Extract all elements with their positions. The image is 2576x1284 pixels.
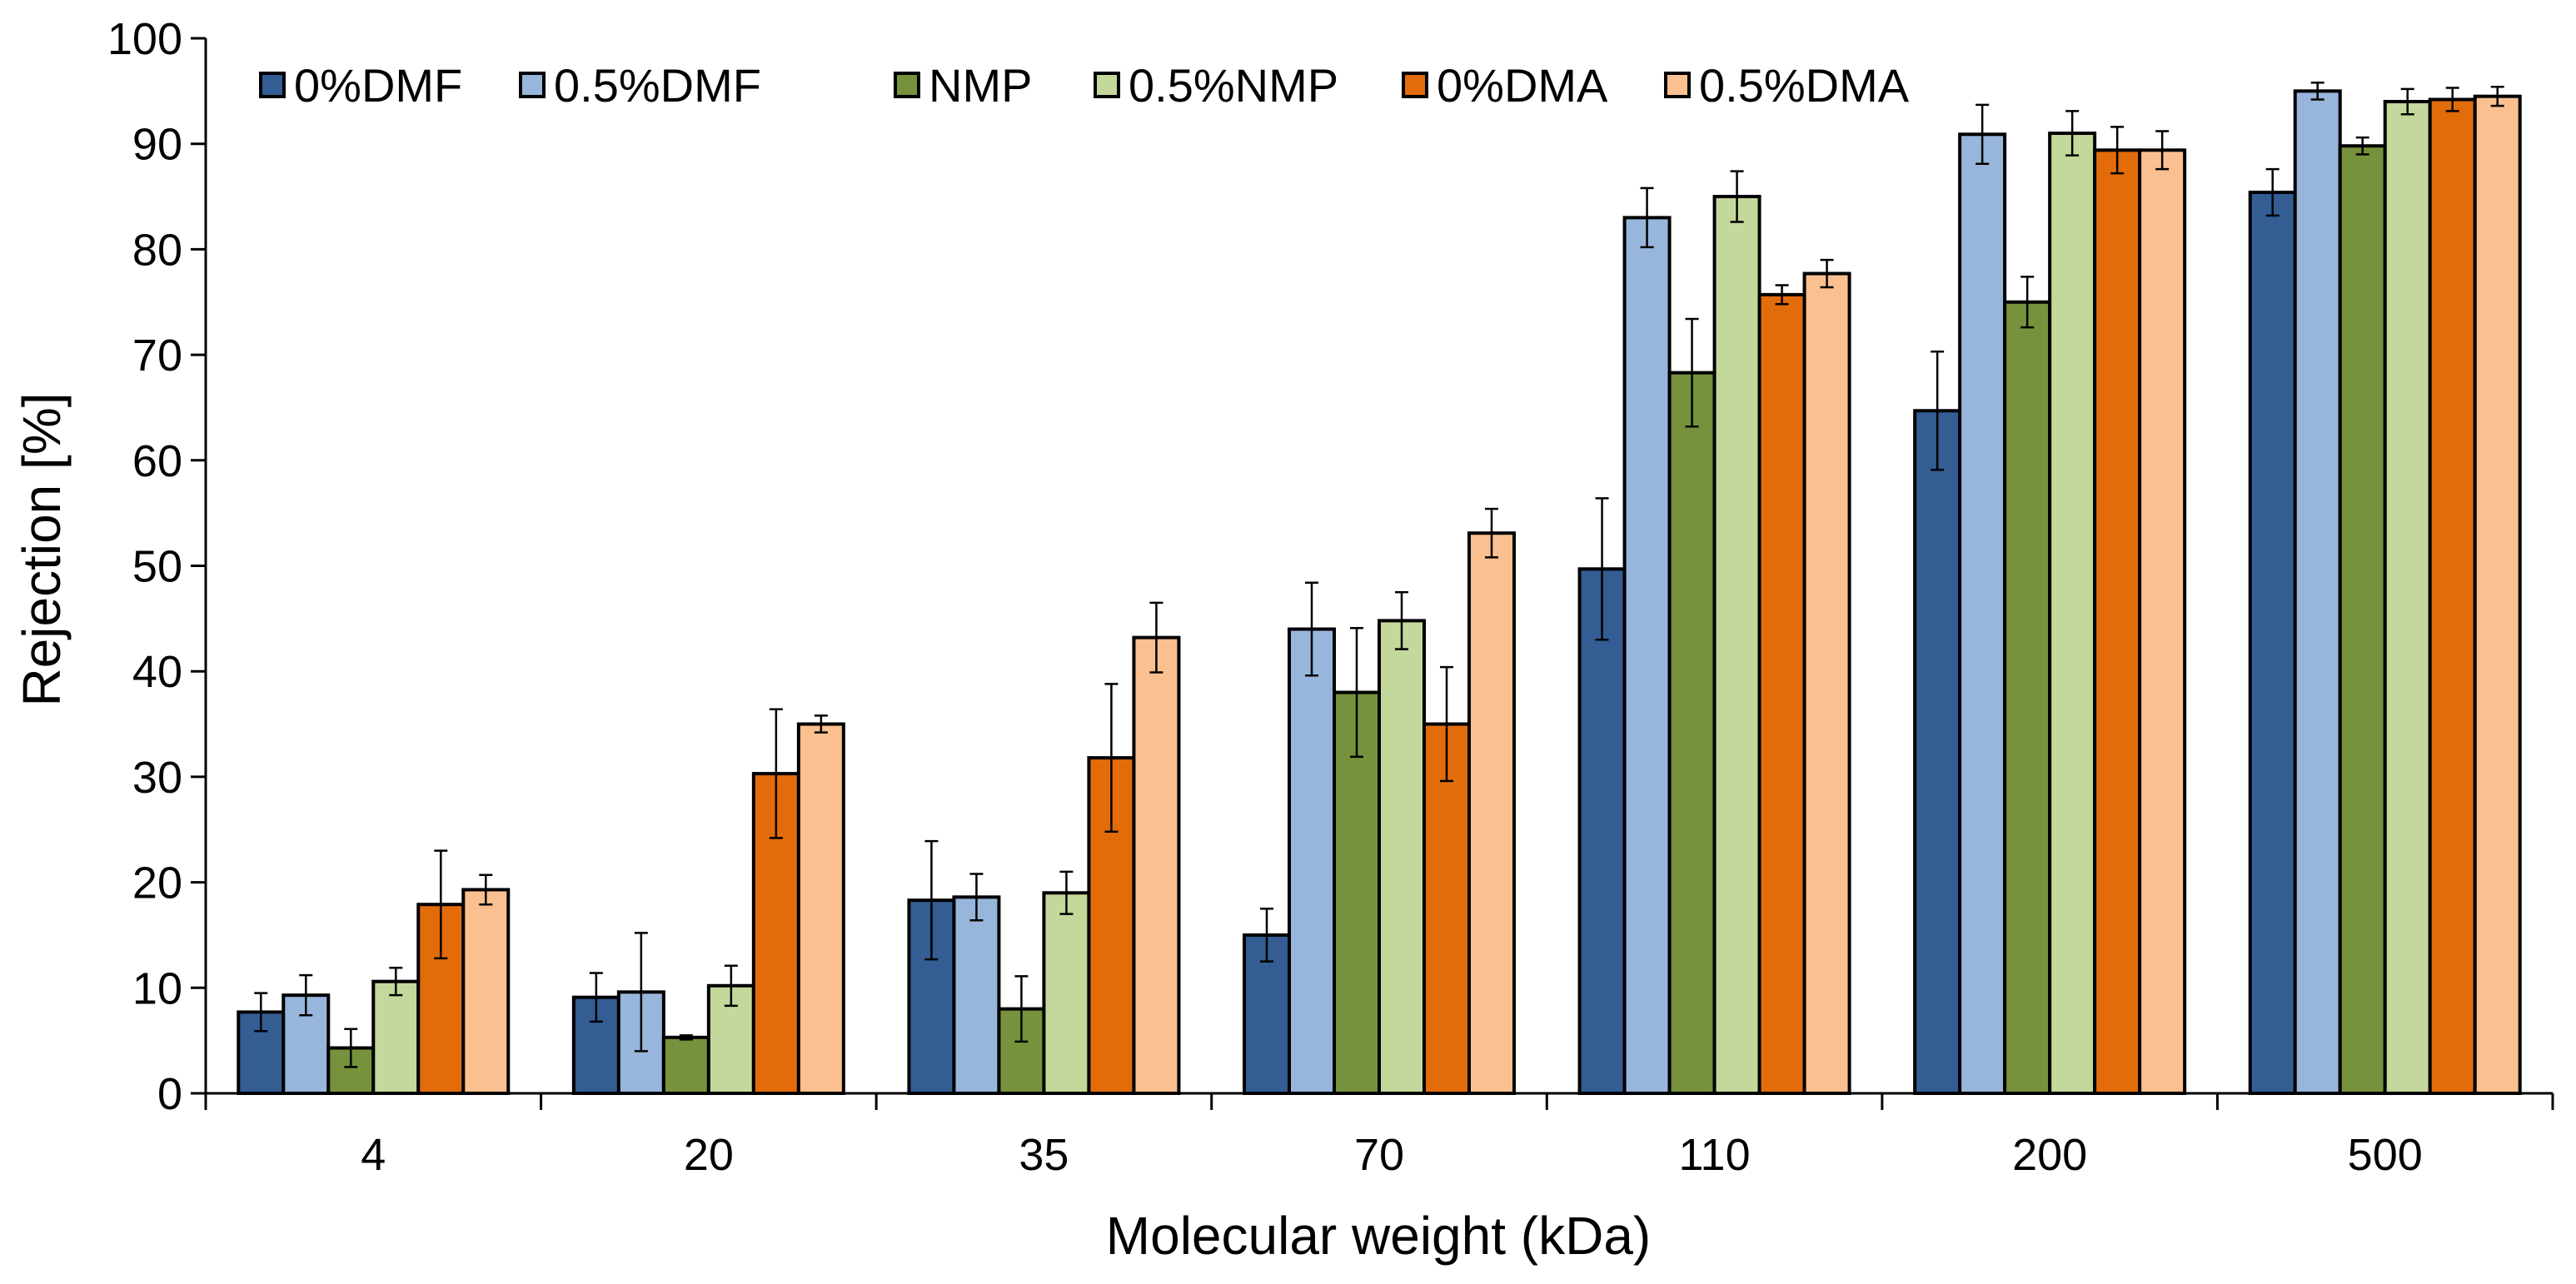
legend-label: NMP [929,59,1032,112]
y-tick-label: 50 [132,542,182,592]
bar [1757,292,1806,1096]
y-tick-label: 60 [132,436,182,486]
y-tick-label: 90 [132,120,182,170]
axes: 0 10 20 30 40 50 60 70 80 90 100 4 20 35 70 110 200 500 [107,14,2554,1180]
x-tick-label: 35 [1019,1130,1069,1180]
bar [1132,635,1181,1095]
bar [461,888,511,1095]
x-tick-label: 20 [684,1130,734,1180]
bar [2093,148,2142,1095]
bar [1622,216,1672,1095]
y-tick-label: 40 [132,647,182,697]
bar [1958,132,2007,1095]
bar [2048,132,2097,1095]
legend-swatch [1402,72,1428,98]
bar [2003,300,2052,1095]
bar [1913,409,1962,1096]
legend-swatch [1664,72,1691,98]
bar [796,722,845,1095]
x-tick-label: 200 [2012,1130,2087,1180]
bar [2383,100,2432,1095]
bar [1042,891,1091,1096]
x-axis-title: Molecular weight (kDa) [1106,1206,1651,1266]
y-tick-label: 30 [132,753,182,803]
legend: 0%DMF 0.5%DMF NMP 0.5%NMP 0%DMA 0.5%DMA [259,59,1910,112]
legend-label: 0%DMA [1437,59,1608,112]
y-axis-title: Rejection [%] [12,392,72,706]
legend-swatch [519,72,546,98]
bar [952,895,1001,1096]
bar [1467,531,1516,1095]
bar [2338,144,2387,1095]
bars [237,81,2522,1096]
y-tick-label: 100 [107,14,182,64]
bar [1802,271,1851,1095]
x-tick-label: 500 [2348,1130,2423,1180]
bar [1712,195,1761,1095]
x-tick-label: 4 [361,1130,386,1180]
legend-label: 0.5%DMA [1699,59,1910,112]
y-tick-label: 80 [132,225,182,275]
bar [1378,619,1426,1095]
y-tick-label: 20 [132,858,182,908]
legend-swatch [894,72,920,98]
y-tick-label: 10 [132,963,182,1013]
x-tick-label: 110 [1679,1130,1751,1180]
bar [2473,94,2522,1095]
legend-label: 0.5%NMP [1129,59,1338,112]
bar [661,1035,710,1095]
bar [2248,190,2297,1095]
bar [1577,567,1627,1095]
bar [1423,722,1471,1095]
bar [1667,371,1717,1096]
bar [2428,97,2477,1096]
bar [371,979,421,1095]
legend-swatch [1094,72,1120,98]
bar [2293,89,2342,1096]
bar [1288,627,1336,1095]
y-tick-label: 0 [157,1069,182,1119]
legend-swatch [259,72,286,98]
legend-label: 0.5%DMF [554,59,761,112]
legend-label: 0%DMF [294,59,462,112]
bar [2138,148,2187,1095]
x-tick-label: 70 [1354,1130,1404,1180]
y-tick-label: 70 [132,331,182,381]
